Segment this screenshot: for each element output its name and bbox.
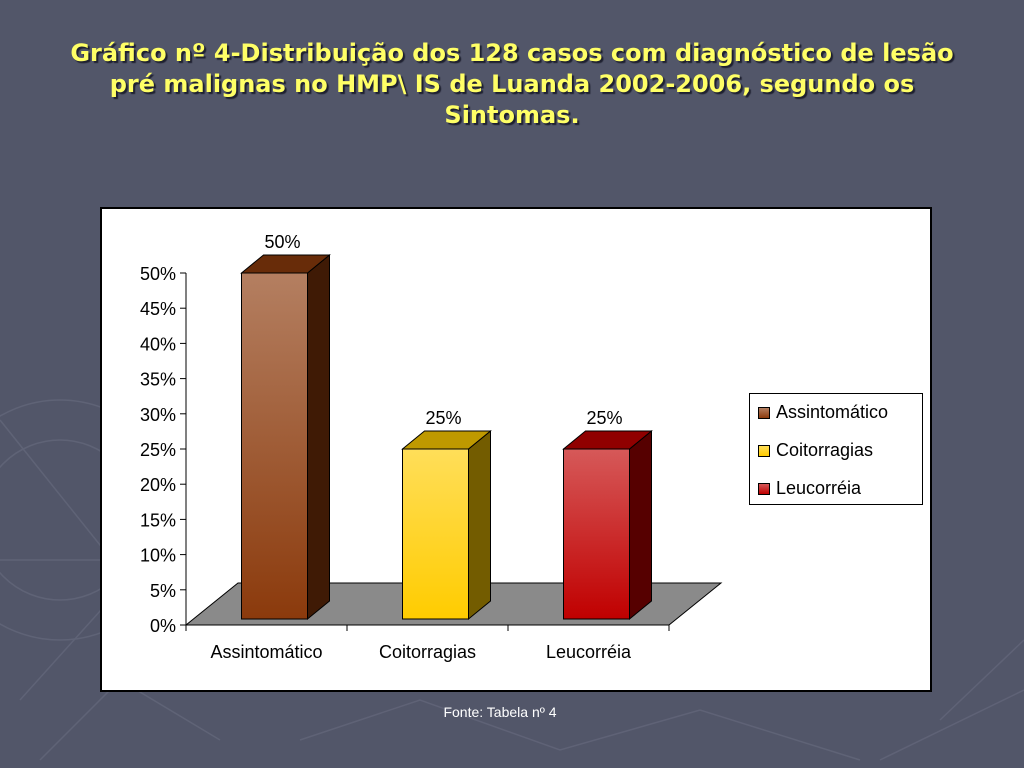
bar-front [402, 448, 469, 620]
bar-chart: 0% 5% 10% 15% 20% 25% 30% 35% 40% 45% 50% Assintomá… [140, 232, 723, 662]
y-tick-label: 0% [150, 616, 176, 636]
y-tick-label: 15% [140, 510, 176, 530]
chart-legend: Assintomático Coitorragias Leucorréia [749, 393, 923, 505]
slide-title: Gráfico nº 4-Distribuição dos 128 casos … [30, 38, 994, 131]
y-tick-label: 40% [140, 334, 176, 354]
bar-2 [562, 429, 653, 621]
y-tick-label: 25% [140, 440, 176, 460]
x-tick-label: Leucorréia [546, 642, 632, 662]
data-label: 25% [586, 408, 622, 428]
legend-swatch [758, 445, 770, 457]
legend-label: Assintomático [776, 402, 889, 422]
source-note: Fonte: Tabela nº 4 [443, 704, 557, 720]
y-tick-label: 5% [150, 581, 176, 601]
bar-front [563, 448, 630, 620]
bar-top [240, 254, 331, 274]
x-tick-label: Assintomático [210, 642, 322, 662]
x-tick-label: Coitorragias [379, 642, 476, 662]
legend-label: Coitorragias [776, 440, 874, 460]
y-tick-label: 35% [140, 370, 176, 390]
bar-front [241, 272, 308, 620]
legend-swatch [758, 483, 770, 495]
legend-label: Leucorréia [776, 478, 862, 498]
y-tick-label: 30% [140, 405, 176, 425]
bar-side [629, 429, 652, 621]
bar-1 [401, 429, 492, 621]
bar-side [307, 253, 330, 621]
title-line: pré malignas no HMP\ IS de Luanda 2002-2… [109, 70, 915, 98]
y-tick-label: 45% [140, 299, 176, 319]
y-tick-label: 10% [140, 546, 176, 566]
bar-top [562, 430, 653, 450]
y-tick-label: 50% [140, 264, 176, 284]
title-line: Sintomas. [444, 101, 580, 129]
bar-0 [240, 253, 331, 621]
bar-top [401, 430, 492, 450]
data-label: 25% [425, 408, 461, 428]
title-line: Gráfico nº 4-Distribuição dos 128 casos … [70, 39, 954, 67]
chart-frame: 0% 5% 10% 15% 20% 25% 30% 35% 40% 45% 50% Assintomá… [100, 207, 932, 692]
legend-swatch [758, 407, 770, 419]
bar-side [468, 429, 491, 621]
data-label: 50% [264, 232, 300, 252]
y-tick-label: 20% [140, 475, 176, 495]
